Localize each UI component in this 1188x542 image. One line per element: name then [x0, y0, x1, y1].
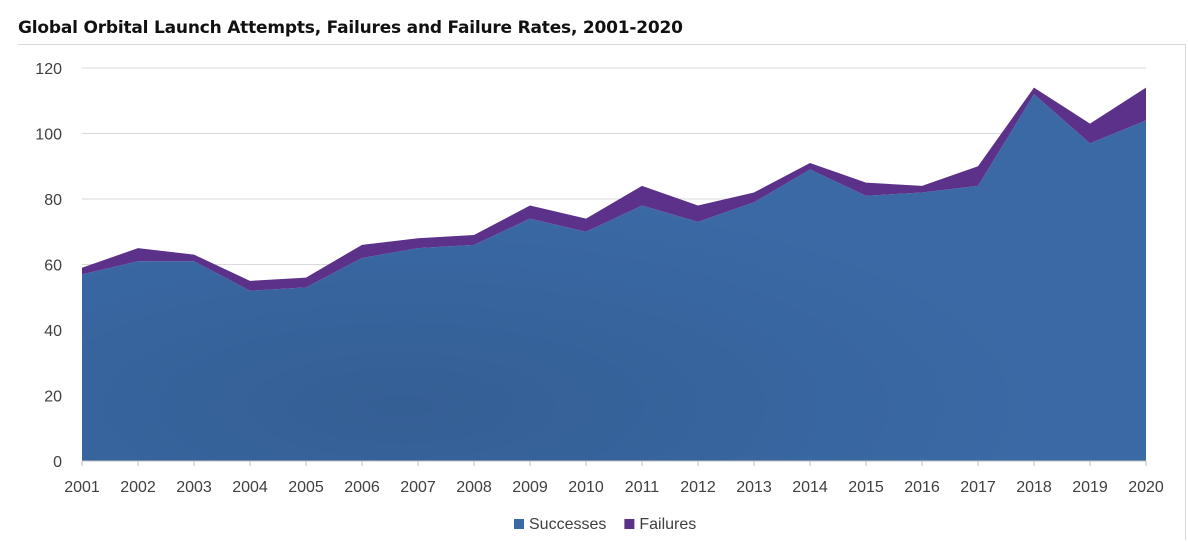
x-tick-label-2006: 2006	[344, 479, 380, 496]
legend-swatch-failures	[624, 519, 635, 529]
x-tick-label-2003: 2003	[176, 479, 212, 496]
x-tick-label-2013: 2013	[736, 479, 772, 496]
x-tick-label-2004: 2004	[232, 479, 268, 496]
x-tick-label-2020: 2020	[1128, 479, 1164, 496]
y-tick-label-40: 40	[44, 323, 62, 340]
y-tick-label-120: 120	[35, 61, 62, 78]
x-tick-label-2014: 2014	[792, 479, 828, 496]
x-tick-label-2009: 2009	[512, 479, 548, 496]
x-tick-label-2017: 2017	[960, 479, 996, 496]
chart-title: Global Orbital Launch Attempts, Failures…	[18, 18, 683, 38]
legend-label-successes: Successes	[529, 516, 606, 533]
series-area-shading-successes	[82, 94, 1146, 461]
x-tick-label-2010: 2010	[568, 479, 604, 496]
x-tick-label-2015: 2015	[848, 479, 884, 496]
x-tick-label-2011: 2011	[625, 479, 660, 496]
x-tick-label-2012: 2012	[680, 479, 716, 496]
x-tick-label-2016: 2016	[904, 479, 940, 496]
axes: 0 20 40 60 80 100 120 2001 2002 2003 2004 2005 2006 2…	[35, 61, 1164, 496]
y-tick-label-60: 60	[44, 258, 62, 275]
series-area-failures	[82, 87, 1146, 291]
x-tick-label-2005: 2005	[288, 479, 324, 496]
plot-areas	[82, 87, 1146, 461]
x-tick-label-2018: 2018	[1016, 479, 1052, 496]
x-tick-label-2001: 2001	[64, 479, 100, 496]
legend-swatch-successes	[514, 519, 524, 529]
y-tick-label-100: 100	[35, 127, 62, 144]
y-tick-label-80: 80	[44, 192, 62, 209]
x-tick-label-2008: 2008	[456, 479, 492, 496]
x-tick-label-2007: 2007	[400, 479, 436, 496]
legend: Successes Failures	[514, 516, 696, 533]
y-tick-label-0: 0	[53, 454, 62, 471]
y-tick-label-20: 20	[44, 389, 62, 406]
x-tick-label-2002: 2002	[120, 479, 156, 496]
legend-label-failures: Failures	[639, 516, 696, 533]
x-tick-label-2019: 2019	[1072, 479, 1108, 496]
chart-frame	[18, 44, 1186, 540]
